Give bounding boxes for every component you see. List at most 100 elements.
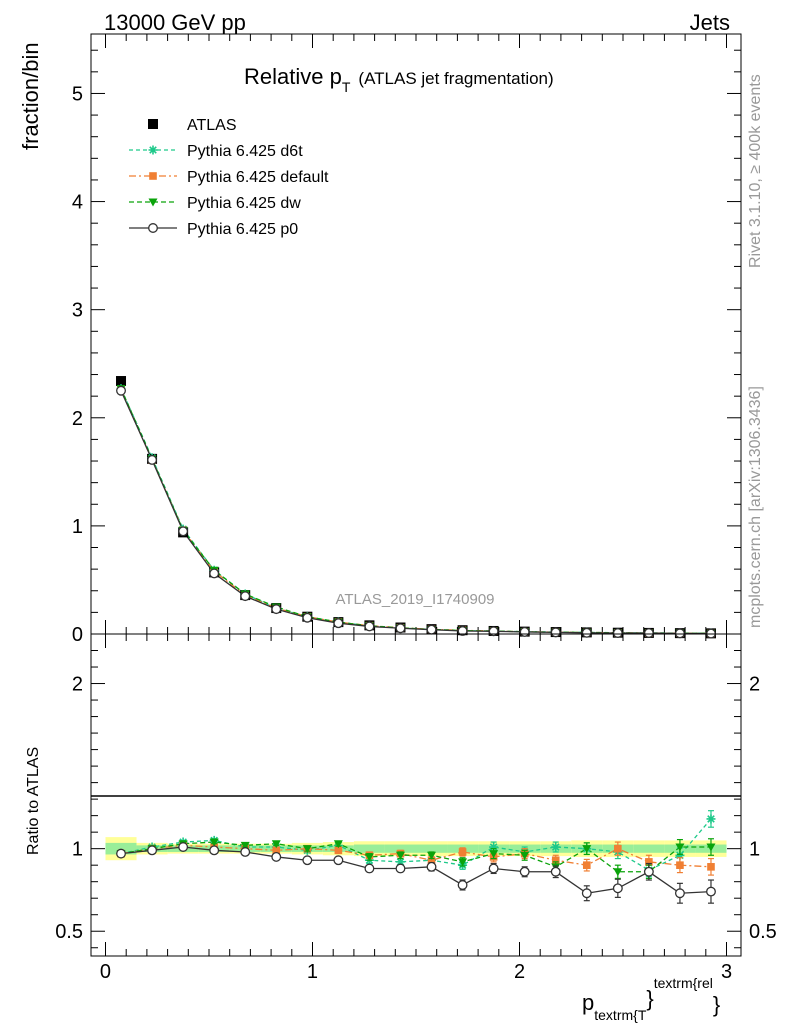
- ratio-point-pythia-6-425-p0-shape: [488, 863, 499, 874]
- ratio-point-pythia-6-425-p0-shape: [147, 845, 158, 856]
- ratio-ticks: 0.5 0.5 1 1 2 2 0 1 2 3: [55, 634, 777, 983]
- main-point-pythia-6-425-p0-shape: [395, 623, 406, 634]
- ratio-point-pythia-6-425-d6t: [489, 842, 499, 852]
- ratio-series: [116, 810, 716, 904]
- main-point-pythia-6-425-p0-shape: [240, 591, 251, 602]
- ratio-line-pythia-6-425-d6t: [120, 818, 712, 871]
- ratio-point-pythia-6-425-default: [582, 861, 591, 869]
- ratio-point-pythia-6-425-p0: [364, 863, 375, 874]
- ratio-point-pythia-6-425-p0-shape: [457, 880, 468, 890]
- ratio-point-pythia-6-425-dw: [675, 843, 685, 852]
- legend-marker-pythia-6-425-d6t: [148, 145, 158, 155]
- legend: ATLAS Pythia 6.425 d6t Pythia 6.425 defaul…: [129, 117, 329, 238]
- ratio-xtick-label: 1: [307, 961, 318, 983]
- ratio-point-pythia-6-425-default-shape: [427, 856, 436, 865]
- main-point-pythia-6-425-p0: [612, 628, 623, 638]
- ratio-point-pythia-6-425-d6t: [395, 857, 405, 867]
- ratio-point-pythia-6-425-p0: [550, 866, 561, 877]
- ratio-point-pythia-6-425-dw-shape: [240, 841, 250, 850]
- ratio-point-pythia-6-425-p0-shape: [178, 842, 189, 852]
- main-point-atlas: [116, 376, 127, 387]
- main-point-pythia-6-425-p0: [426, 624, 437, 635]
- header-right: Jets: [690, 10, 730, 35]
- main-point-pythia-6-425-p0: [519, 626, 530, 637]
- ratio-point-pythia-6-425-dw-shape: [613, 868, 623, 877]
- main-point-pythia-6-425-p0-shape: [550, 627, 561, 638]
- ratio-point-pythia-6-425-default-shape: [458, 848, 467, 856]
- ratio-point-pythia-6-425-p0-shape: [643, 866, 654, 877]
- main-series: [116, 376, 716, 639]
- main-point-atlas-shape: [116, 376, 127, 387]
- ratio-point-pythia-6-425-p0: [147, 845, 158, 856]
- x-axis-label: ptextrm{T}textrm{rel}: [582, 975, 720, 1023]
- ratio-point-pythia-6-425-dw-shape: [364, 853, 374, 862]
- main-point-pythia-6-425-p0: [209, 568, 220, 579]
- ratio-point-pythia-6-425-dw-shape: [458, 858, 468, 867]
- ratio-point-pythia-6-425-d6t: [675, 850, 685, 860]
- ratio-point-pythia-6-425-dw-shape: [427, 851, 437, 860]
- ratio-band-inner: [416, 844, 448, 853]
- ratio-point-pythia-6-425-dw: [240, 841, 250, 850]
- ratio-point-pythia-6-425-p0-shape: [364, 863, 375, 874]
- main-ytick-label: 3: [72, 300, 83, 322]
- ratio-point-pythia-6-425-dw: [613, 868, 623, 877]
- main-point-pythia-6-425-p0-shape: [643, 628, 654, 638]
- main-point-pythia-6-425-p0-shape: [457, 626, 468, 636]
- main-ytick-label: 1: [72, 516, 83, 538]
- main-ytick-label: 4: [72, 192, 83, 214]
- main-point-pythia-6-425-p0-shape: [147, 454, 158, 465]
- ratio-line-pythia-6-425-dw: [120, 841, 711, 873]
- main-point-pythia-6-425-p0: [581, 627, 592, 638]
- ratio-ytick-label: 2: [72, 674, 83, 696]
- ratio-point-pythia-6-425-dw: [209, 838, 219, 847]
- main-ytick-label: 2: [72, 408, 83, 430]
- ratio-point-pythia-6-425-p0: [116, 848, 126, 859]
- ratio-point-pythia-6-425-default-shape: [334, 846, 343, 855]
- ratio-point-pythia-6-425-p0: [209, 845, 220, 856]
- main-ytick-label: 0: [72, 624, 83, 646]
- ratio-point-pythia-6-425-p0: [674, 888, 685, 899]
- ratio-xtick-label: 0: [100, 961, 111, 983]
- ratio-point-pythia-6-425-p0-shape: [240, 847, 251, 857]
- main-ylabel: fraction/bin: [18, 42, 43, 150]
- ratio-point-pythia-6-425-p0-shape: [116, 848, 126, 859]
- ratio-point-pythia-6-425-dw-shape: [675, 843, 685, 852]
- ratio-point-pythia-6-425-default-shape: [676, 861, 684, 869]
- main-point-pythia-6-425-p0-shape: [116, 385, 126, 396]
- ratio-point-pythia-6-425-p0-shape: [395, 863, 406, 874]
- main-point-pythia-6-425-p0-shape: [178, 526, 189, 537]
- main-point-pythia-6-425-p0-shape: [209, 568, 220, 579]
- legend-marker-pythia-6-425-default-shape: [149, 172, 157, 180]
- main-point-pythia-6-425-p0-shape: [581, 627, 592, 638]
- ratio-point-pythia-6-425-default-shape: [272, 846, 281, 855]
- ratio-point-pythia-6-425-p0: [302, 855, 313, 866]
- ratio-band-inner: [384, 844, 416, 853]
- main-plot: 0 1 2 3 4 5: [72, 33, 742, 646]
- ratio-point-pythia-6-425-default: [707, 863, 715, 871]
- ratio-point-pythia-6-425-default: [645, 858, 653, 866]
- ratio-plot: 0.5 0.5 1 1 2 2 0 1 2 3: [55, 633, 777, 983]
- ratio-band-inner: [105, 842, 137, 855]
- mcplots-label: mcplots.cern.ch [arXiv:1306.3436]: [747, 386, 764, 628]
- main-point-pythia-6-425-p0-shape: [674, 628, 685, 639]
- main-point-pythia-6-425-p0-shape: [333, 618, 344, 629]
- ratio-ytick-label-right: 0.5: [749, 921, 777, 943]
- ratio-point-pythia-6-425-p0: [643, 866, 654, 877]
- main-point-pythia-6-425-p0: [147, 454, 158, 465]
- ratio-point-pythia-6-425-p0: [395, 863, 406, 874]
- ratio-point-pythia-6-425-p0: [519, 866, 530, 877]
- ratio-point-pythia-6-425-d6t-shape: [706, 814, 716, 824]
- main-point-pythia-6-425-p0-shape: [364, 621, 375, 632]
- main-point-pythia-6-425-p0-shape: [612, 628, 623, 638]
- main-point-pythia-6-425-p0: [457, 626, 468, 636]
- main-point-pythia-6-425-p0: [550, 627, 561, 638]
- main-point-pythia-6-425-p0-shape: [488, 626, 499, 637]
- ratio-point-pythia-6-425-p0: [271, 851, 282, 862]
- ratio-point-pythia-6-425-dw: [458, 858, 468, 867]
- ratio-point-pythia-6-425-p0: [457, 880, 468, 890]
- ratio-point-pythia-6-425-p0-shape: [612, 883, 623, 894]
- legend-marker-pythia-6-425-dw-shape: [148, 198, 158, 207]
- legend-marker-atlas: [148, 119, 158, 129]
- legend-marker-pythia-6-425-d6t-shape: [148, 145, 158, 155]
